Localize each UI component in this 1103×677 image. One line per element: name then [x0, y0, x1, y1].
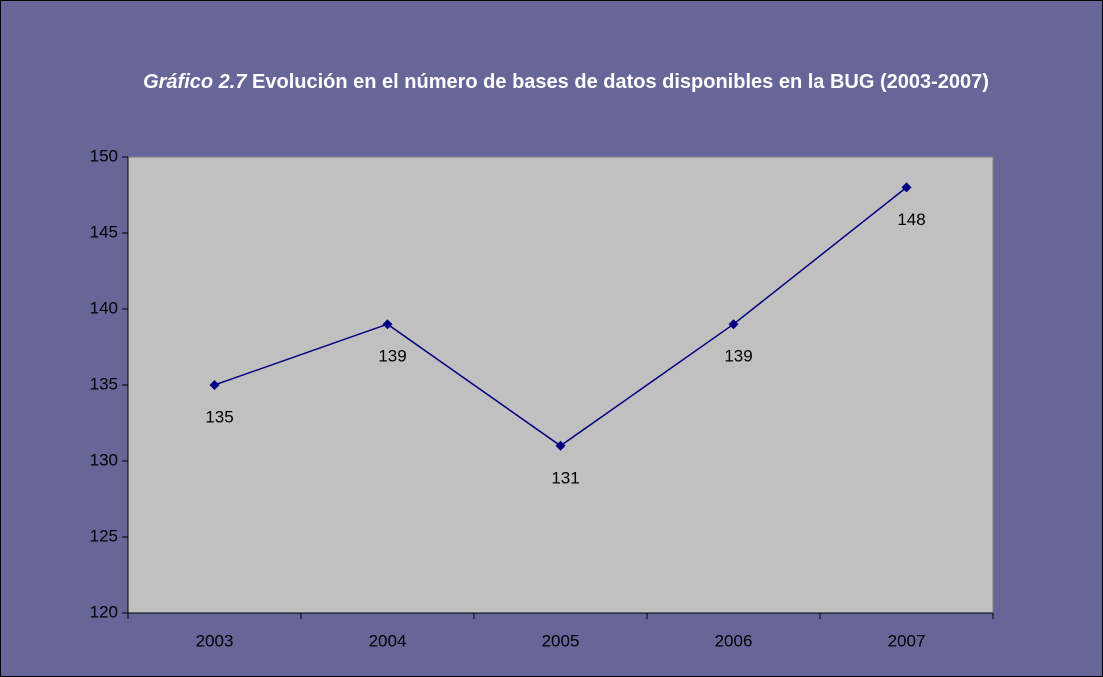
x-tick-label: 2005: [542, 631, 580, 650]
x-tick-label: 2003: [196, 631, 234, 650]
y-tick-label: 130: [90, 450, 118, 469]
y-tick-label: 150: [90, 146, 118, 165]
data-label: 135: [205, 407, 233, 426]
y-tick-label: 145: [90, 222, 118, 241]
y-tick-label: 135: [90, 374, 118, 393]
marker: [382, 319, 393, 330]
chart-title-block: Gráfico 2.7 Evolución en el número de ba…: [136, 66, 996, 98]
x-tick-label: 2007: [888, 631, 926, 650]
data-label: 148: [897, 210, 925, 229]
marker: [209, 380, 220, 390]
marker: [901, 182, 912, 193]
chart-title-label: Gráfico 2.7: [143, 71, 247, 93]
data-label: 139: [378, 347, 406, 366]
data-label: 131: [551, 468, 579, 487]
chart-title: Evolución en el número de bases de datos…: [252, 71, 989, 93]
x-tick-label: 2004: [369, 631, 407, 650]
marker: [555, 440, 566, 451]
plot-area: [127, 156, 994, 614]
marker: [728, 319, 739, 330]
y-tick-label: 140: [90, 298, 118, 317]
x-tick-label: 2006: [715, 631, 753, 650]
y-tick-label: 125: [90, 526, 118, 545]
data-label: 139: [724, 347, 752, 366]
y-tick-label: 120: [90, 602, 118, 621]
